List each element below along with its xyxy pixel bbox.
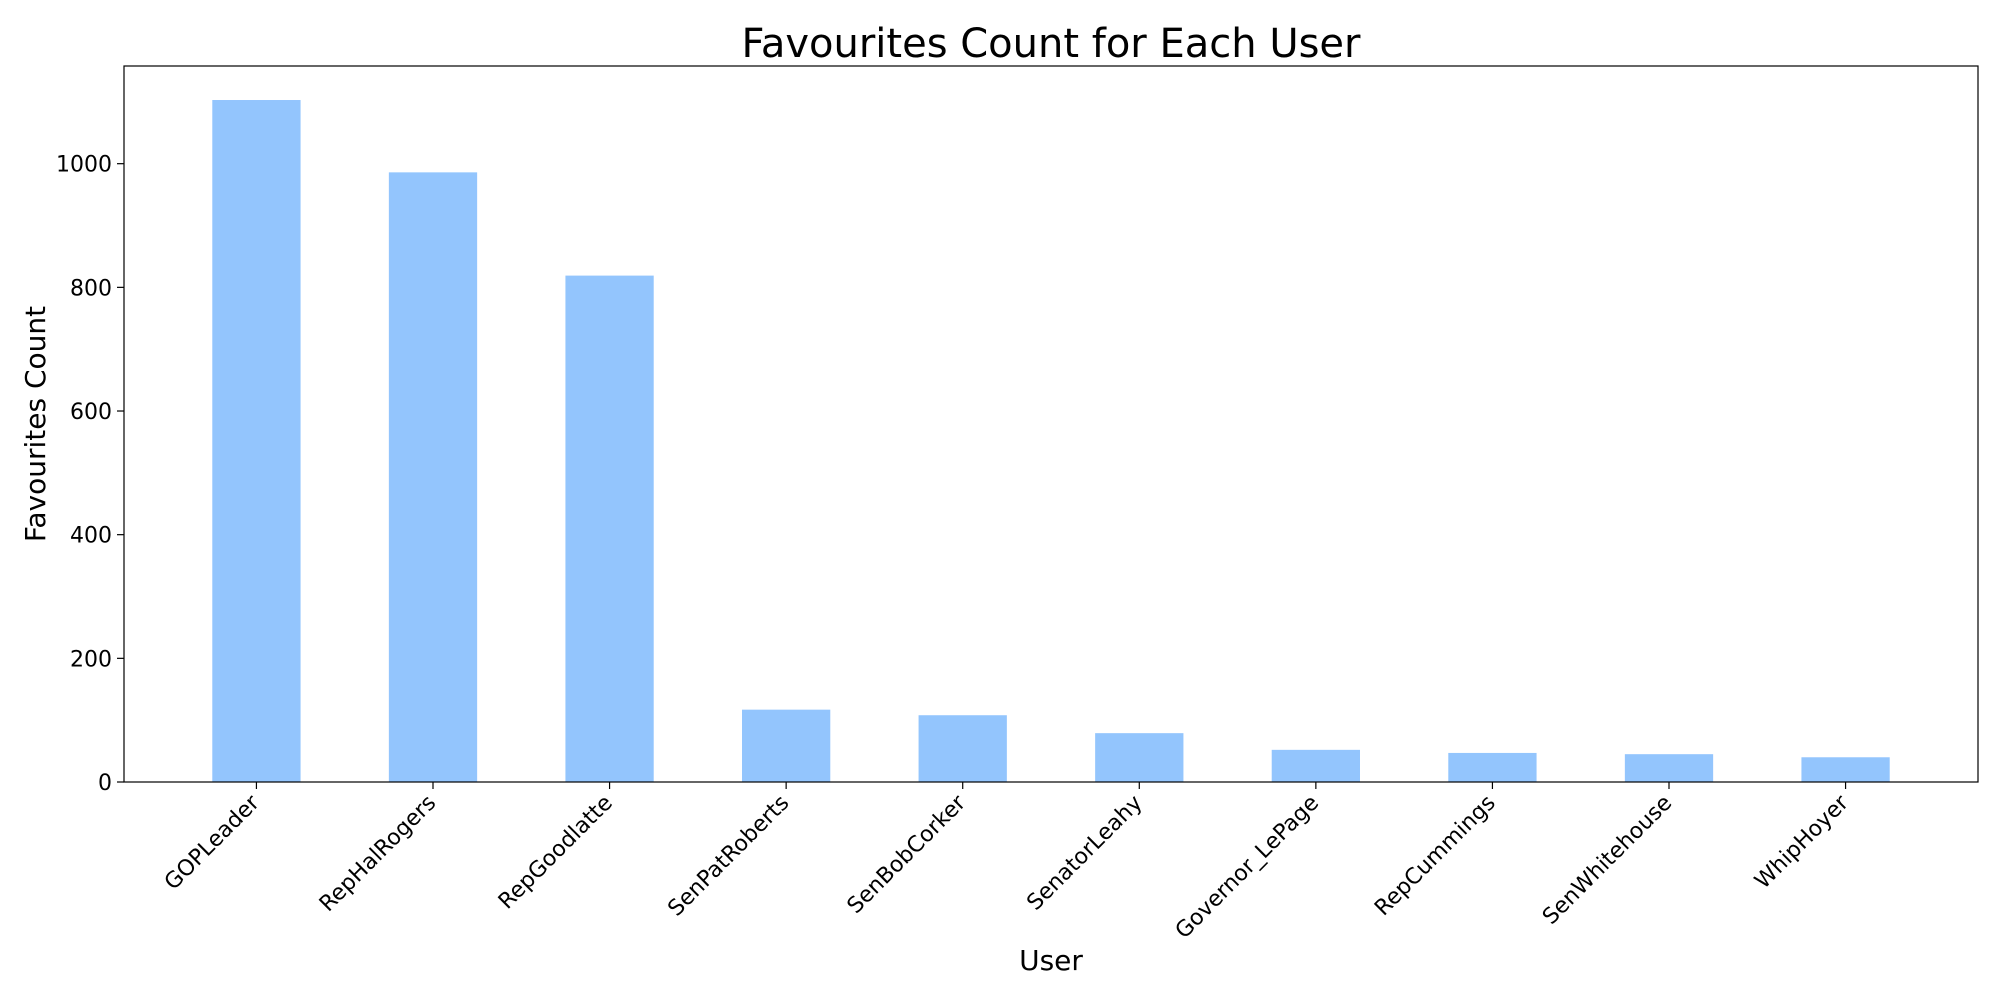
x-tick-label: SenPatRoberts	[663, 791, 794, 922]
bar-senbobcorker	[918, 715, 1007, 782]
bar-senatorleahy	[1095, 733, 1184, 782]
x-axis: GOPLeader RepHalRogers RepGoodlatte SenPatR…	[160, 782, 1854, 944]
x-tick-label: RepGoodlatte	[494, 791, 618, 915]
y-tick-label: 400	[70, 524, 112, 549]
x-tick-label: SenatorLeahy	[1022, 791, 1147, 916]
x-tick-label: SenBobCorker	[843, 790, 972, 919]
bar-governor_lepage	[1271, 749, 1360, 782]
bar-repcummings	[1448, 752, 1537, 782]
x-tick-label: RepHalRogers	[315, 791, 441, 917]
y-tick-label: 1000	[56, 153, 112, 178]
y-axis-label: Favourites Count	[19, 306, 52, 542]
bar-rephalrogers	[388, 172, 478, 782]
bar-whiphoyer	[1801, 757, 1890, 782]
x-tick-label: SenWhitehouse	[1538, 791, 1677, 930]
x-tick-label: WhipHoyer	[1750, 790, 1854, 894]
y-tick-label: 600	[70, 400, 112, 425]
y-tick-label: 800	[70, 276, 112, 301]
y-axis: 0 200 400 600 800 1000	[56, 153, 124, 796]
bar-repgoodlatte	[565, 275, 654, 782]
x-tick-label: RepCummings	[1370, 791, 1500, 921]
x-tick-label: GOPLeader	[160, 790, 265, 895]
bar-senwhitehouse	[1624, 754, 1714, 782]
chart-title: Favourites Count for Each User	[742, 21, 1362, 67]
plot-frame	[123, 65, 1979, 783]
x-tick-label: Governor_LePage	[1171, 791, 1324, 944]
bar-gopleader	[212, 100, 301, 783]
y-tick-label: 0	[98, 771, 112, 796]
x-axis-label: User	[1019, 944, 1083, 977]
bar-senpatroberts	[742, 709, 831, 782]
y-tick-label: 200	[70, 647, 112, 672]
bars-group	[212, 100, 1890, 783]
